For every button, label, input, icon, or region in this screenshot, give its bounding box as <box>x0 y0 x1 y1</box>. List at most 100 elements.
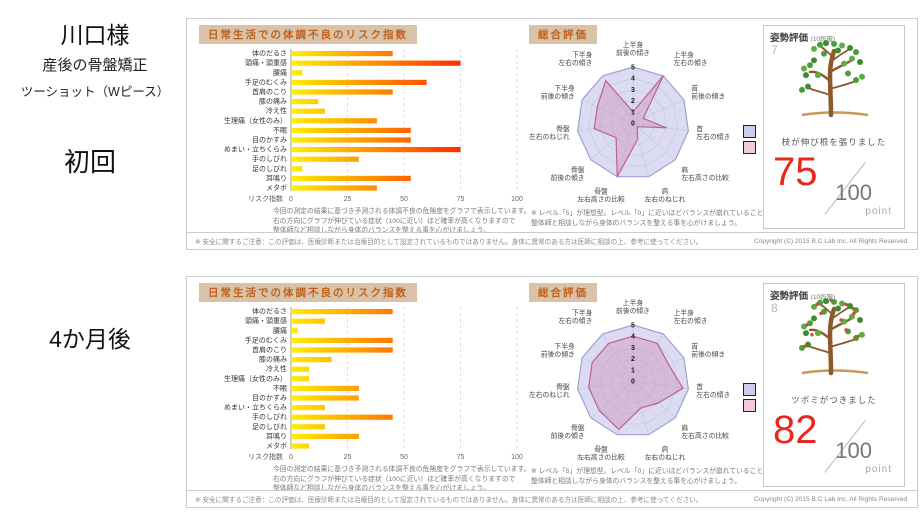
svg-text:手足のむくみ: 手足のむくみ <box>245 335 287 344</box>
svg-text:下半身: 下半身 <box>572 50 593 59</box>
svg-text:50: 50 <box>400 454 408 461</box>
svg-text:めまい・立ちくらみ: めまい・立ちくらみ <box>224 145 287 154</box>
plan-name: ツーショット（Wピース） <box>20 85 170 99</box>
svg-text:首: 首 <box>696 124 703 133</box>
svg-text:足のしびれ: 足のしびれ <box>252 165 287 173</box>
svg-text:下半身: 下半身 <box>572 308 593 317</box>
posture-illustration-box: 姿勢評価 (10段階) 7 枝が伸び根を張りました <box>763 25 905 153</box>
svg-text:25: 25 <box>344 196 352 203</box>
svg-text:骨盤: 骨盤 <box>594 444 608 453</box>
posture-score-max: 100 <box>835 438 872 463</box>
svg-text:上半身: 上半身 <box>674 50 695 59</box>
risk-chart-note: 今回の測定の結果に基づき予測される体調不良の危険度をグラフで表示しています。 右… <box>273 208 531 235</box>
svg-text:目のかすみ: 目のかすみ <box>252 394 287 402</box>
svg-text:めまい・立ちくらみ: めまい・立ちくらみ <box>224 403 287 412</box>
session-label-first: 初回 <box>63 147 116 177</box>
svg-text:5: 5 <box>631 323 635 330</box>
svg-text:メタボ: メタボ <box>266 183 287 192</box>
panel-footer: ※ 安全に関するご注意：この評価は、医療診断または治療目的として設定されているも… <box>187 490 917 507</box>
svg-text:首: 首 <box>691 83 698 92</box>
svg-text:左右の傾き: 左右の傾き <box>558 316 592 325</box>
svg-text:手のしびれ: 手のしびれ <box>252 412 287 421</box>
posture-score-unit: point <box>865 464 892 475</box>
svg-text:足のしびれ: 足のしびれ <box>252 423 287 431</box>
posture-evaluation-box: 姿勢評価 (10段階) 7 枝が伸び根を張りました 75 100 point <box>763 25 905 229</box>
svg-text:0: 0 <box>631 379 635 386</box>
svg-text:頭痛・頭重感: 頭痛・頭重感 <box>245 58 287 67</box>
posture-title: 姿勢評価 (10段階) <box>770 33 836 44</box>
report-panel-first: 日常生活での体調不良のリスク指数 体のだるさ 頭痛・頭重感 腰痛 手足のむくみ 首肩のこ… <box>186 18 918 250</box>
svg-text:膝の痛み: 膝の痛み <box>259 355 287 364</box>
posture-score: 75 <box>773 150 818 194</box>
budding-tree-icon <box>784 297 884 382</box>
client-name: 川口様 <box>60 22 130 48</box>
svg-text:リスク指数: リスク指数 <box>248 194 283 203</box>
svg-text:首: 首 <box>696 382 703 391</box>
svg-text:骨盤: 骨盤 <box>571 423 585 432</box>
svg-text:生理痛（女性のみ）: 生理痛（女性のみ） <box>224 374 287 383</box>
svg-text:下半身: 下半身 <box>554 83 575 92</box>
radar-note: ※ レベル「5」が理想型。レベル「0」に近いほどバランスが崩れていることを示して… <box>531 468 817 485</box>
svg-text:不眠: 不眠 <box>273 126 287 134</box>
overall-evaluation-title: 総合評価 <box>529 25 597 44</box>
legend-measurement-swatch <box>743 141 756 154</box>
svg-text:体のだるさ: 体のだるさ <box>252 49 287 58</box>
svg-text:上半身: 上半身 <box>623 298 644 307</box>
svg-text:25: 25 <box>344 454 352 461</box>
svg-text:首: 首 <box>691 341 698 350</box>
svg-text:前後の傾き: 前後の傾き <box>616 306 650 315</box>
svg-text:前後の傾き: 前後の傾き <box>541 91 575 100</box>
safety-disclaimer: ※ 安全に関するご注意：この評価は、医療診断または治療目的として設定されているも… <box>195 497 703 504</box>
svg-text:リスク指数: リスク指数 <box>248 452 283 461</box>
risk-chart-title: 日常生活での体調不良のリスク指数 <box>199 283 417 302</box>
svg-text:冷え性: 冷え性 <box>266 364 287 373</box>
svg-text:左右高さの比較: 左右高さの比較 <box>681 173 729 182</box>
posture-score-unit: point <box>865 206 892 217</box>
svg-text:前後の傾き: 前後の傾き <box>541 349 575 358</box>
radar-note: ※ レベル「5」が理想型。レベル「0」に近いほどバランスが崩れていることを示して… <box>531 210 817 227</box>
svg-text:左右高さの比較: 左右高さの比較 <box>577 194 625 203</box>
svg-text:左右のねじれ: 左右のねじれ <box>645 194 686 203</box>
svg-text:肩: 肩 <box>662 444 669 453</box>
svg-text:100: 100 <box>511 454 523 461</box>
posture-score-box: 75 100 point <box>763 150 905 229</box>
svg-text:前後の傾き: 前後の傾き <box>616 48 650 57</box>
svg-text:骨盤: 骨盤 <box>556 124 570 133</box>
svg-text:上半身: 上半身 <box>623 40 644 49</box>
svg-text:1: 1 <box>631 109 635 116</box>
svg-text:0: 0 <box>289 196 293 203</box>
risk-bar-chart: 体のだるさ 頭痛・頭重感 腰痛 手足のむくみ 首肩のこり 膝の痛み 冷え性 生理痛（女性のみ）… <box>191 45 525 205</box>
svg-text:4: 4 <box>631 76 635 83</box>
svg-text:左右の傾き: 左右の傾き <box>696 390 730 399</box>
svg-text:左右の傾き: 左右の傾き <box>558 58 592 67</box>
svg-text:前後の傾き: 前後の傾き <box>691 349 725 358</box>
svg-text:メタボ: メタボ <box>266 441 287 450</box>
svg-text:手のしびれ: 手のしびれ <box>252 154 287 163</box>
legend-measurement-swatch <box>743 399 756 412</box>
svg-text:耳鳴り: 耳鳴り <box>266 173 287 182</box>
svg-text:左右の傾き: 左右の傾き <box>674 316 708 325</box>
svg-text:肩: 肩 <box>681 423 688 432</box>
svg-text:生理痛（女性のみ）: 生理痛（女性のみ） <box>224 116 287 125</box>
svg-text:3: 3 <box>631 345 635 352</box>
svg-text:骨盤: 骨盤 <box>556 382 570 391</box>
svg-text:冷え性: 冷え性 <box>266 106 287 115</box>
posture-score-max: 100 <box>835 180 872 205</box>
svg-text:手足のむくみ: 手足のむくみ <box>245 77 287 86</box>
svg-text:0: 0 <box>289 454 293 461</box>
svg-text:膝の痛み: 膝の痛み <box>259 97 287 106</box>
copyright-text: Copyright (C) 2015 B.C Lab Inc. All Righ… <box>753 237 909 245</box>
svg-text:目のかすみ: 目のかすみ <box>252 136 287 144</box>
posture-illustration-box: 姿勢評価 (10段階) 8 ツボミがつきました <box>763 283 905 411</box>
report-panel-followup: 日常生活での体調不良のリスク指数 体のだるさ 頭痛・頭重感 腰痛 手足のむくみ 首肩のこ… <box>186 276 918 508</box>
svg-text:50: 50 <box>400 196 408 203</box>
svg-text:不眠: 不眠 <box>273 384 287 392</box>
svg-text:前後の傾き: 前後の傾き <box>691 91 725 100</box>
posture-scale-note: (10段階) <box>810 36 836 43</box>
svg-text:肩: 肩 <box>681 165 688 174</box>
svg-text:左右の傾き: 左右の傾き <box>674 58 708 67</box>
posture-caption: ツボミがつきました <box>791 395 877 405</box>
svg-text:体のだるさ: 体のだるさ <box>252 307 287 316</box>
svg-text:1: 1 <box>631 367 635 374</box>
